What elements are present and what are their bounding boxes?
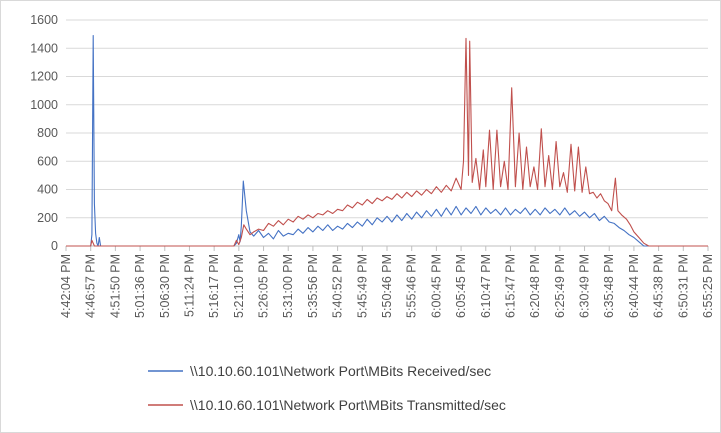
x-tick-label: 6:55:25 PM: [701, 254, 715, 318]
y-axis-tick-labels: 0 200 400 600 800 1000 1200 1400 1600: [30, 13, 58, 253]
x-tick-label: 4:46:57 PM: [84, 254, 98, 318]
series-line-received: [66, 34, 708, 247]
x-tick-label: 6:50:31 PM: [676, 254, 690, 318]
x-tick-label: 6:05:45 PM: [454, 254, 468, 318]
x-tick-label: 5:06:30 PM: [158, 254, 172, 318]
x-tick-label: 5:35:56 PM: [306, 254, 320, 318]
gridlines: [66, 19, 708, 219]
x-tick-label: 6:15:47 PM: [503, 254, 517, 318]
x-tick-label: 5:01:36 PM: [133, 254, 147, 318]
x-tick-label: 5:21:10 PM: [232, 254, 246, 318]
y-tick-label: 0: [51, 239, 58, 253]
x-axis: [65, 245, 709, 251]
x-tick-label: 5:45:49 PM: [355, 254, 369, 318]
x-tick-label: 5:31:00 PM: [281, 254, 295, 318]
x-tick-label: 6:35:48 PM: [602, 254, 616, 318]
x-tick-label: 5:40:52 PM: [331, 254, 345, 318]
legend: \\10.10.60.101\Network Port\MBits Receiv…: [148, 363, 506, 413]
legend-label-received: \\10.10.60.101\Network Port\MBits Receiv…: [190, 363, 491, 379]
x-tick-label: 5:50:46 PM: [380, 254, 394, 318]
x-tick-label: 6:30:49 PM: [578, 254, 592, 318]
x-axis-tick-labels: 4:42:04 PM 4:46:57 PM 4:51:50 PM 5:01:36 PM…: [59, 254, 715, 318]
x-tick-label: 6:20:48 PM: [528, 254, 542, 318]
x-tick-label: 5:26:05 PM: [257, 254, 271, 318]
x-tick-label: 5:16:17 PM: [207, 254, 221, 318]
y-tick-label: 1200: [30, 70, 58, 84]
y-tick-label: 800: [37, 126, 58, 140]
y-tick-label: 1600: [30, 13, 58, 27]
x-tick-label: 6:10:47 PM: [479, 254, 493, 318]
x-tick-label: 4:42:04 PM: [59, 254, 73, 318]
y-tick-label: 1400: [30, 41, 58, 55]
x-tick-label: 5:55:46 PM: [405, 254, 419, 318]
x-tick-label: 6:00:45 PM: [429, 254, 443, 318]
y-tick-label: 200: [37, 211, 58, 225]
series-lines: [66, 34, 708, 247]
y-tick-label: 1000: [30, 98, 58, 112]
x-tick-label: 6:45:38 PM: [652, 254, 666, 318]
y-tick-label: 400: [37, 183, 58, 197]
y-tick-label: 600: [37, 154, 58, 168]
x-tick-label: 6:40:44 PM: [627, 254, 641, 318]
x-tick-label: 5:11:24 PM: [182, 254, 196, 317]
series-line-transmitted: [66, 37, 708, 247]
x-tick-label: 4:51:50 PM: [108, 254, 122, 318]
x-tick-label: 6:25:49 PM: [553, 254, 567, 318]
legend-label-transmitted: \\10.10.60.101\Network Port\MBits Transm…: [190, 397, 506, 413]
